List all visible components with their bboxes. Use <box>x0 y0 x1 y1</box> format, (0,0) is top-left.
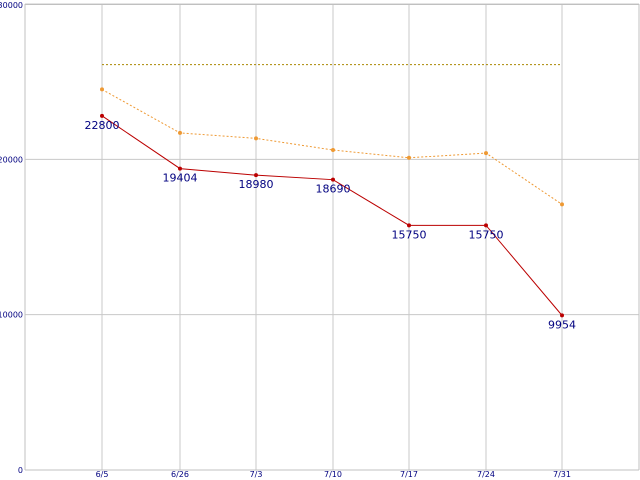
series-line <box>101 115 563 316</box>
x-tick-label: 7/3 <box>250 470 263 479</box>
series-group <box>100 64 564 318</box>
data-point <box>100 113 104 118</box>
y-tick-label: 20000 <box>0 155 23 164</box>
x-tick-label: 6/26 <box>171 470 189 479</box>
data-point <box>560 313 564 318</box>
data-label: 22800 <box>85 119 120 132</box>
axes <box>24 4 640 471</box>
y-tick-label: 0 <box>18 466 23 475</box>
x-tick-label: 7/24 <box>477 470 495 479</box>
data-label: 19404 <box>163 172 198 185</box>
data-label: 18980 <box>239 178 274 191</box>
data-point <box>100 87 104 92</box>
data-point <box>560 202 564 207</box>
data-label: 18690 <box>316 183 351 196</box>
data-point <box>331 177 335 182</box>
data-point <box>484 223 488 228</box>
x-tick-label: 7/10 <box>324 470 342 479</box>
x-tick-label: 7/17 <box>400 470 418 479</box>
y-tick-label: 30000 <box>0 1 23 10</box>
data-point <box>254 173 258 178</box>
data-point <box>407 155 411 160</box>
data-label: 15750 <box>469 228 504 241</box>
data-point <box>331 148 335 153</box>
x-tick-label: 6/5 <box>96 470 109 479</box>
data-label: 9954 <box>548 318 576 331</box>
data-point <box>178 166 182 171</box>
data-label: 15750 <box>392 228 427 241</box>
data-point <box>178 130 182 135</box>
grid <box>25 3 639 470</box>
data-point <box>484 151 488 156</box>
data-labels: 22800 19404 18980 18690 15750 15750 9954 <box>85 119 577 332</box>
y-tick-label: 10000 <box>0 311 23 320</box>
data-point <box>407 223 411 228</box>
data-point <box>254 136 258 141</box>
tick-labels: 0 10000 20000 30000 6/5 6/26 7/3 7/10 7/17 7/24 7/… <box>0 1 571 479</box>
x-tick-label: 7/31 <box>553 470 571 479</box>
